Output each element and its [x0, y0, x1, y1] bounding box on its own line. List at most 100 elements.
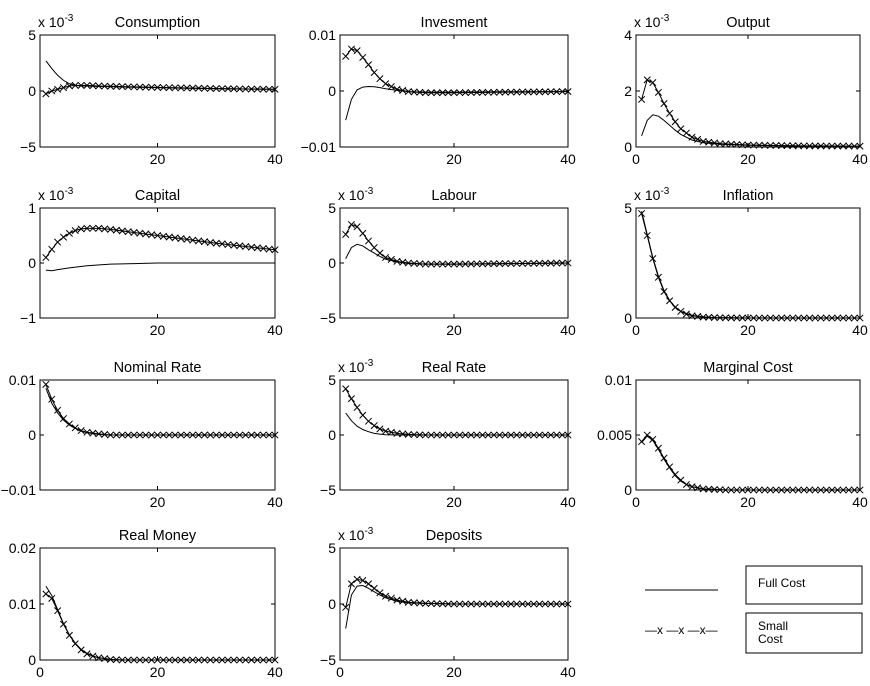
output-panel: Output x 10-3 0 20 40 0 2 4: [624, 13, 868, 167]
deposits-xtick-label: 20: [446, 664, 462, 680]
inflation-xtick-label: 40: [852, 322, 868, 338]
deposits-small-cost-marker: [427, 599, 435, 608]
inflation-small-cost-marker: [750, 314, 758, 322]
nominal-rate-small-cost-marker: [106, 431, 115, 439]
labour-small-cost-marker: [456, 260, 464, 268]
nominal-rate-small-cost-marker: [212, 431, 220, 439]
output-small-cost-marker: [822, 142, 830, 150]
invesment-small-cost-marker: [433, 89, 441, 97]
invesment-small-cost-marker: [456, 89, 464, 97]
marginal-cost-small-cost-line: [641, 434, 860, 491]
real-rate-small-cost-marker: [387, 428, 395, 436]
output-small-cost-marker: [677, 125, 685, 133]
invesment-small-cost-marker: [496, 88, 504, 96]
marginal-cost-small-cost-marker: [828, 486, 836, 494]
invesment-xtick-label: 20: [446, 151, 462, 167]
marginal-cost-small-cost-marker: [710, 485, 718, 494]
output-small-cost-marker: [834, 142, 842, 150]
nominal-rate-panel: Nominal Rate 20 40 −0.01 0 0.01: [1, 360, 283, 510]
nominal-rate-small-cost-marker: [95, 430, 103, 438]
inflation-scale-label: x 10-3: [634, 186, 670, 203]
deposits-small-cost-marker: [376, 589, 384, 597]
inflation-small-cost-marker: [772, 314, 780, 322]
invesment-small-cost-marker: [342, 52, 350, 60]
nominal-rate-small-cost-marker: [71, 424, 79, 432]
invesment-small-cost-marker: [439, 89, 447, 97]
labour-small-cost-marker: [558, 259, 566, 267]
inflation-small-cost-marker: [677, 307, 685, 315]
output-small-cost-marker: [817, 142, 825, 150]
output-small-cost-marker: [811, 142, 819, 150]
marginal-cost-small-cost-marker: [705, 485, 713, 493]
labour-xtick-label: 40: [560, 322, 576, 338]
invesment-small-cost-marker: [450, 89, 458, 97]
real-rate-small-cost-marker: [353, 403, 361, 412]
real-money-small-cost-marker: [130, 656, 138, 664]
labour-small-cost-marker: [490, 260, 498, 268]
invesment-title: Invesment: [421, 15, 488, 31]
real-rate-small-cost-marker: [530, 431, 538, 439]
output-ytick-label: 2: [624, 83, 632, 99]
nominal-rate-small-cost-marker: [159, 431, 167, 439]
consumption-ytick-label: 5: [28, 27, 36, 43]
marginal-cost-small-cost-marker: [744, 486, 752, 494]
marginal-cost-small-cost-marker: [733, 486, 741, 494]
deposits-small-cost-marker: [421, 599, 430, 607]
output-small-cost-marker: [682, 129, 690, 137]
marginal-cost-small-cost-marker: [839, 486, 847, 494]
deposits-small-cost-marker: [359, 576, 367, 585]
consumption-small-cost-marker: [218, 85, 226, 93]
consumption-small-cost-marker: [177, 84, 185, 92]
nominal-rate-ytick-label: −0.01: [1, 482, 37, 498]
labour-small-cost-marker: [564, 259, 572, 267]
marginal-cost-small-cost-marker: [654, 444, 662, 452]
inflation-small-cost-marker: [817, 314, 825, 322]
capital-xtick-label: 20: [150, 322, 166, 338]
marginal-cost-small-cost-marker: [755, 486, 763, 494]
labour-small-cost-marker: [541, 259, 549, 267]
consumption-scale-base: x 10: [38, 14, 65, 30]
nominal-rate-small-cost-marker: [177, 431, 185, 439]
real-money-small-cost-marker: [177, 656, 185, 664]
consumption-small-cost-marker: [224, 85, 232, 93]
deposits-xtick-label: 40: [560, 664, 576, 680]
real-rate-small-cost-marker: [507, 431, 515, 439]
capital-small-cost-marker: [54, 238, 62, 246]
output-small-cost-marker: [727, 140, 735, 148]
real-money-small-cost-marker: [48, 594, 56, 602]
output-xtick-label: 0: [632, 151, 640, 167]
real-money-xtick-label: 0: [36, 664, 44, 680]
marginal-cost-small-cost-marker: [750, 486, 758, 494]
inflation-scale-base: x 10: [634, 187, 661, 203]
capital-small-cost-marker: [230, 241, 238, 249]
nominal-rate-ytick-label: 0.01: [9, 372, 36, 388]
labour-small-cost-marker: [524, 259, 532, 267]
consumption-small-cost-marker: [106, 82, 115, 90]
output-small-cost-marker: [716, 140, 724, 148]
labour-small-cost-marker: [421, 260, 430, 268]
consumption-small-cost-marker: [230, 85, 238, 93]
deposits-small-cost-marker: [433, 600, 441, 608]
capital-scale-base: x 10: [38, 187, 65, 203]
nominal-rate-small-cost-marker: [171, 431, 179, 439]
output-scale-exp: -3: [660, 13, 669, 24]
capital-small-cost-marker: [265, 245, 273, 253]
marginal-cost-small-cost-marker: [845, 486, 853, 494]
marginal-cost-small-cost-marker: [682, 480, 690, 489]
output-small-cost-marker: [772, 141, 780, 150]
capital-small-cost-marker: [83, 224, 91, 232]
real-rate-ytick-label: −5: [320, 482, 336, 498]
capital-small-cost-marker: [95, 224, 103, 232]
labour-small-cost-marker: [382, 253, 390, 262]
labour-ytick-label: 5: [328, 200, 336, 216]
inflation-small-cost-marker: [654, 273, 662, 281]
consumption-small-cost-marker: [236, 85, 244, 93]
consumption-small-cost-marker: [130, 83, 138, 91]
consumption-small-cost-marker: [83, 81, 91, 89]
real-rate-small-cost-marker: [473, 431, 481, 439]
labour-small-cost-marker: [484, 260, 492, 268]
deposits-small-cost-marker: [484, 600, 492, 608]
output-ytick-label: 4: [624, 27, 632, 43]
real-money-small-cost-marker: [236, 656, 244, 664]
capital-small-cost-marker: [106, 225, 115, 234]
